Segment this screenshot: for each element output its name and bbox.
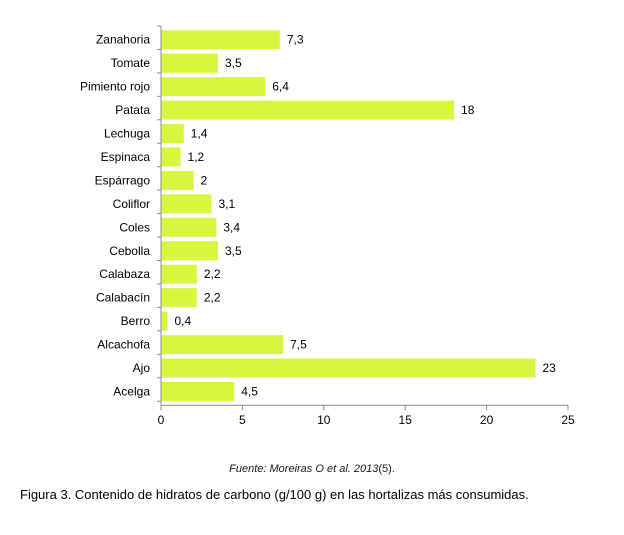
category-label: Ajo <box>133 361 151 375</box>
x-tick-label: 0 <box>158 413 165 427</box>
bar <box>161 147 181 167</box>
bars <box>161 30 536 401</box>
bar-chart: Zanahoria Tomate Pimiento rojo Patata Lechug… <box>80 25 575 427</box>
x-tick-label: 20 <box>480 413 494 427</box>
x-tick-label: 25 <box>561 413 575 427</box>
x-tick-label: 15 <box>399 413 413 427</box>
category-label: Coles <box>119 220 150 234</box>
category-label: Calabaza <box>99 267 150 281</box>
x-tick-label: 10 <box>317 413 331 427</box>
value-label: 3,5 <box>225 244 242 258</box>
bar <box>161 53 218 73</box>
value-label: 7,3 <box>287 33 304 47</box>
value-label: 1,4 <box>191 127 208 141</box>
bar <box>161 311 168 331</box>
bar <box>161 100 455 120</box>
category-label: Patata <box>115 103 150 117</box>
category-labels: Zanahoria Tomate Pimiento rojo Patata Lechug… <box>80 33 150 399</box>
chart-source: Fuente: Moreiras O et al. 2013(5). <box>0 463 624 475</box>
category-label: Alcachofa <box>97 338 150 352</box>
category-label: Calabacín <box>96 291 150 305</box>
value-label: 2 <box>201 173 208 187</box>
category-label: Tomate <box>111 56 151 70</box>
category-label: Cebolla <box>109 244 150 258</box>
bar <box>161 170 194 190</box>
category-label: Lechuga <box>104 127 150 141</box>
value-label: 1,2 <box>188 150 205 164</box>
value-label: 3,5 <box>225 56 242 70</box>
bar <box>161 124 184 144</box>
bar <box>161 77 266 97</box>
value-label: 2,2 <box>204 267 221 281</box>
value-label: 7,5 <box>290 338 307 352</box>
bar <box>161 288 197 308</box>
value-label: 23 <box>542 361 556 375</box>
value-label: 3,4 <box>223 220 240 234</box>
category-label: Espinaca <box>101 150 151 164</box>
value-label: 18 <box>461 103 475 117</box>
value-label: 0,4 <box>175 314 192 328</box>
x-tick-label: 5 <box>239 413 246 427</box>
bar <box>161 30 280 50</box>
axes <box>157 25 568 406</box>
bar <box>161 358 536 378</box>
category-label: Pimiento rojo <box>80 80 150 94</box>
bar <box>161 335 284 355</box>
bar <box>161 241 218 261</box>
x-axis-ticks: 0 5 10 15 20 25 <box>158 405 575 427</box>
bar <box>161 194 212 214</box>
category-label: Berro <box>121 314 151 328</box>
value-labels: 7,3 3,5 6,4 18 1,4 1,2 2 3,1 3,4 3,5 2,2 2,2 0,4 7,5 2… <box>175 33 557 399</box>
category-label: Espárrago <box>95 173 151 187</box>
source-text: Fuente: Moreiras O et al. 2013 <box>229 463 379 475</box>
source-reference: (5). <box>378 463 395 475</box>
value-label: 3,1 <box>218 197 235 211</box>
category-label: Zanahoria <box>96 33 150 47</box>
category-label: Acelga <box>113 384 150 398</box>
bar <box>161 381 235 401</box>
value-label: 2,2 <box>204 291 221 305</box>
bar <box>161 264 197 284</box>
value-label: 4,5 <box>241 384 258 398</box>
value-label: 6,4 <box>272 80 289 94</box>
figure-caption: Figura 3. Contenido de hidratos de carbo… <box>20 487 529 502</box>
bar <box>161 217 217 237</box>
category-label: Coliflor <box>113 197 150 211</box>
